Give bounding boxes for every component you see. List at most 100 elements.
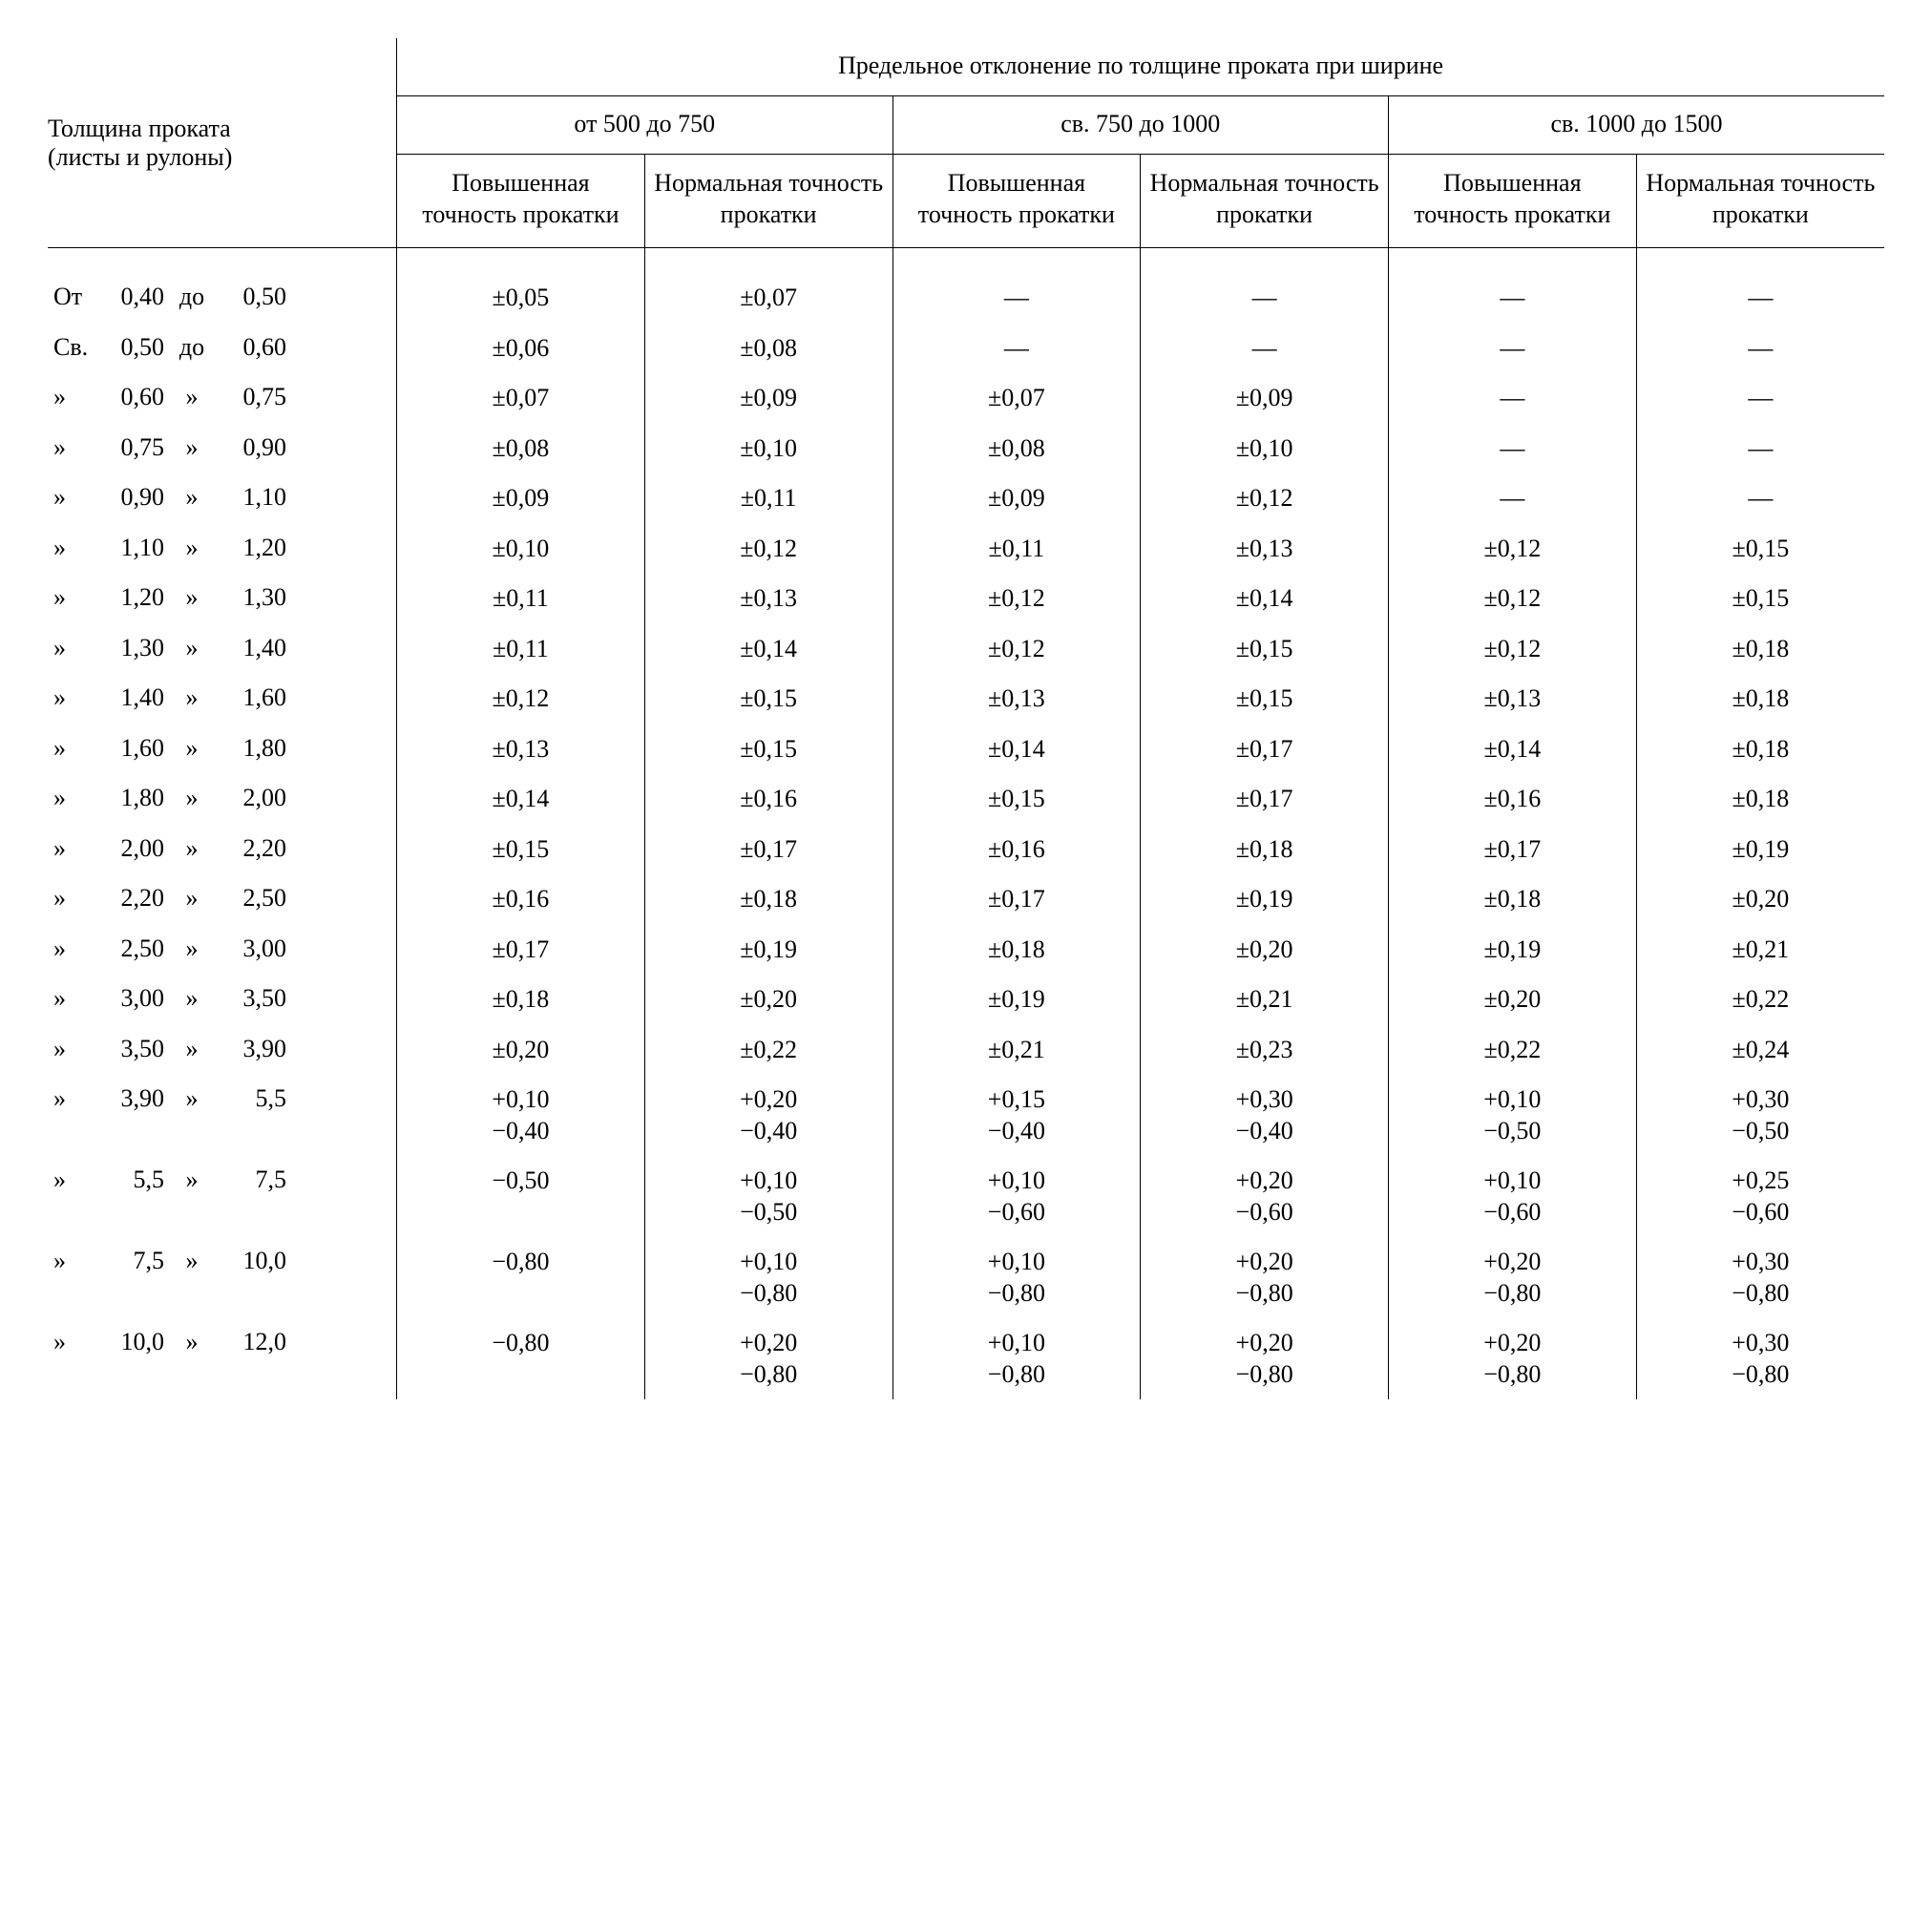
- table-row: От0,40до0,50±0,05±0,07————: [48, 273, 1884, 324]
- thickness-range: »10,0»12,0: [48, 1318, 397, 1399]
- table-row: »0,90»1,10±0,09±0,11±0,09±0,12——: [48, 473, 1884, 524]
- tolerance-cell: ±0,14: [644, 624, 892, 675]
- tolerance-cell: ±0,20: [1636, 874, 1884, 925]
- header-col-3: Повышенная точность прокатки: [892, 155, 1141, 248]
- tolerance-cell: ±0,13: [397, 724, 645, 775]
- tolerance-cell: ±0,19: [1636, 825, 1884, 875]
- tolerance-cell: +0,20 −0,80: [1388, 1237, 1636, 1318]
- tolerance-cell: ±0,08: [644, 324, 892, 374]
- table-row: »1,80»2,00±0,14±0,16±0,15±0,17±0,16±0,18: [48, 774, 1884, 825]
- tolerance-cell: +0,30 −0,80: [1636, 1318, 1884, 1399]
- table-row: »1,40»1,60±0,12±0,15±0,13±0,15±0,13±0,18: [48, 674, 1884, 724]
- tolerance-cell: ±0,16: [892, 825, 1141, 875]
- header-col-2: Нормальная точность прокатки: [644, 155, 892, 248]
- tolerance-cell: +0,10 −0,80: [892, 1318, 1141, 1399]
- tolerance-cell: ±0,20: [1388, 975, 1636, 1025]
- thickness-range: »0,75»0,90: [48, 424, 397, 474]
- tolerance-cell: ±0,15: [644, 724, 892, 775]
- tolerance-cell: ±0,16: [644, 774, 892, 825]
- tolerance-cell: ±0,15: [1141, 674, 1389, 724]
- table-row: »1,20»1,30±0,11±0,13±0,12±0,14±0,12±0,15: [48, 574, 1884, 624]
- header-thickness-line2: (листы и рулоны): [48, 143, 385, 172]
- tolerance-cell: ±0,05: [397, 273, 645, 324]
- tolerance-cell: —: [1141, 324, 1389, 374]
- tolerance-cell: ±0,08: [397, 424, 645, 474]
- tolerance-cell: ±0,12: [397, 674, 645, 724]
- table-row: »2,00»2,20±0,15±0,17±0,16±0,18±0,17±0,19: [48, 825, 1884, 875]
- table-row: »2,20»2,50±0,16±0,18±0,17±0,19±0,18±0,20: [48, 874, 1884, 925]
- tolerance-cell: ±0,15: [1636, 574, 1884, 624]
- tolerance-cell: ±0,13: [644, 574, 892, 624]
- tolerance-cell: +0,20 −0,80: [1141, 1318, 1389, 1399]
- tolerance-cell: ±0,09: [644, 373, 892, 424]
- tolerance-cell: ±0,15: [892, 774, 1141, 825]
- tolerance-cell: —: [1141, 273, 1389, 324]
- thickness-range: »3,50»3,90: [48, 1025, 397, 1076]
- tolerance-cell: ±0,22: [644, 1025, 892, 1076]
- thickness-range: »1,80»2,00: [48, 774, 397, 825]
- tolerance-cell: ±0,13: [1141, 524, 1389, 575]
- tolerance-cell: +0,10 −0,50: [1388, 1075, 1636, 1156]
- tolerance-cell: ±0,17: [1141, 774, 1389, 825]
- header-top: Предельное отклонение по толщине проката…: [397, 38, 1884, 96]
- header-col-4: Нормальная точность прокатки: [1141, 155, 1389, 248]
- tolerance-cell: ±0,11: [644, 473, 892, 524]
- tolerance-cell: ±0,12: [1388, 574, 1636, 624]
- tolerance-cell: ±0,09: [1141, 373, 1389, 424]
- tolerance-cell: —: [1636, 424, 1884, 474]
- table-row: »3,00»3,50±0,18±0,20±0,19±0,21±0,20±0,22: [48, 975, 1884, 1025]
- tolerance-cell: +0,20 −0,60: [1141, 1156, 1389, 1237]
- header-width-group-1: от 500 до 750: [397, 96, 892, 155]
- tolerance-cell: ±0,18: [1636, 774, 1884, 825]
- thickness-range: »0,60»0,75: [48, 373, 397, 424]
- tolerance-cell: ±0,19: [1388, 925, 1636, 976]
- tolerance-cell: ±0,12: [1141, 473, 1389, 524]
- tolerance-cell: +0,30 −0,40: [1141, 1075, 1389, 1156]
- tolerance-cell: ±0,22: [1388, 1025, 1636, 1076]
- tolerance-cell: ±0,23: [1141, 1025, 1389, 1076]
- tolerance-cell: ±0,19: [892, 975, 1141, 1025]
- tolerance-cell: ±0,11: [892, 524, 1141, 575]
- thickness-range: »5,5»7,5: [48, 1156, 397, 1237]
- thickness-range: »0,90»1,10: [48, 473, 397, 524]
- table-row: »1,10»1,20±0,10±0,12±0,11±0,13±0,12±0,15: [48, 524, 1884, 575]
- thickness-range: »2,20»2,50: [48, 874, 397, 925]
- tolerance-cell: ±0,07: [644, 273, 892, 324]
- tolerance-cell: +0,20 −0,80: [1141, 1237, 1389, 1318]
- header-thickness: Толщина проката (листы и рулоны): [48, 38, 397, 248]
- tolerance-cell: ±0,18: [397, 975, 645, 1025]
- tolerance-cell: ±0,14: [1388, 724, 1636, 775]
- tolerance-cell: ±0,18: [892, 925, 1141, 976]
- thickness-range: От0,40до0,50: [48, 273, 397, 324]
- tolerance-cell: +0,20 −0,80: [1388, 1318, 1636, 1399]
- tolerance-cell: ±0,10: [1141, 424, 1389, 474]
- tolerance-cell: +0,15 −0,40: [892, 1075, 1141, 1156]
- thickness-range: »1,30»1,40: [48, 624, 397, 675]
- table-row: »1,30»1,40±0,11±0,14±0,12±0,15±0,12±0,18: [48, 624, 1884, 675]
- tolerance-cell: ±0,20: [1141, 925, 1389, 976]
- tolerance-cell: −0,80: [397, 1237, 645, 1318]
- tolerance-cell: ±0,17: [1141, 724, 1389, 775]
- header-col-6: Нормальная точность прокатки: [1636, 155, 1884, 248]
- tolerance-cell: −0,50: [397, 1156, 645, 1237]
- tolerance-cell: ±0,13: [1388, 674, 1636, 724]
- table-row: »0,60»0,75±0,07±0,09±0,07±0,09——: [48, 373, 1884, 424]
- table-row: »0,75»0,90±0,08±0,10±0,08±0,10——: [48, 424, 1884, 474]
- tolerance-cell: +0,30 −0,50: [1636, 1075, 1884, 1156]
- table-header: Толщина проката (листы и рулоны) Предель…: [48, 38, 1884, 248]
- tolerance-cell: —: [1388, 324, 1636, 374]
- table-body: От0,40до0,50±0,05±0,07————Св.0,50до0,60±…: [48, 248, 1884, 1400]
- tolerance-cell: ±0,21: [892, 1025, 1141, 1076]
- tolerance-cell: ±0,14: [397, 774, 645, 825]
- thickness-range: »2,00»2,20: [48, 825, 397, 875]
- tolerance-cell: ±0,16: [397, 874, 645, 925]
- tolerance-cell: ±0,17: [1388, 825, 1636, 875]
- tolerance-cell: ±0,15: [397, 825, 645, 875]
- header-col-5: Повышенная точность прокатки: [1388, 155, 1636, 248]
- tolerance-cell: —: [1388, 373, 1636, 424]
- tolerance-cell: —: [892, 273, 1141, 324]
- header-width-group-2: св. 750 до 1000: [892, 96, 1388, 155]
- thickness-range: »1,40»1,60: [48, 674, 397, 724]
- tolerance-cell: ±0,11: [397, 574, 645, 624]
- header-width-group-3: св. 1000 до 1500: [1388, 96, 1884, 155]
